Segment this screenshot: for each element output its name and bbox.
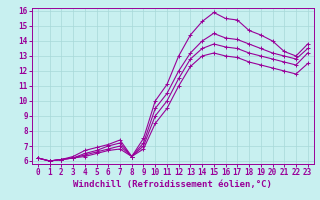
X-axis label: Windchill (Refroidissement éolien,°C): Windchill (Refroidissement éolien,°C): [73, 180, 272, 189]
